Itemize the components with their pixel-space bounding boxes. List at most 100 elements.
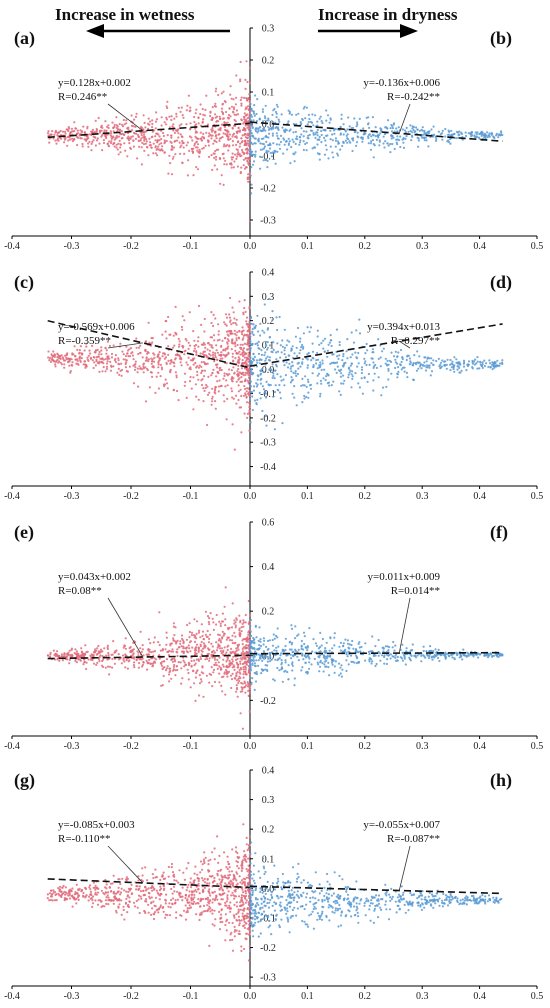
data-point	[87, 145, 90, 148]
data-point	[76, 653, 79, 656]
data-point	[136, 157, 139, 160]
data-point	[288, 112, 291, 115]
data-point	[183, 372, 187, 375]
data-point	[118, 122, 121, 126]
data-point	[119, 143, 122, 146]
data-point	[222, 377, 225, 380]
data-point	[146, 352, 149, 355]
data-point	[430, 357, 433, 360]
data-point	[207, 144, 210, 147]
data-point	[249, 322, 252, 325]
data-point	[236, 343, 239, 347]
data-point	[312, 364, 315, 367]
data-point	[423, 139, 426, 142]
data-point	[113, 662, 116, 665]
data-point	[267, 119, 270, 122]
data-point	[210, 321, 213, 325]
data-point	[316, 120, 319, 123]
data-point	[145, 367, 149, 370]
data-point	[194, 699, 197, 703]
data-point	[344, 638, 347, 641]
data-point	[237, 361, 240, 364]
data-point	[224, 354, 227, 357]
data-point	[211, 134, 214, 137]
data-point	[435, 359, 438, 363]
data-point	[222, 152, 225, 155]
data-point	[163, 385, 166, 388]
data-point	[299, 337, 302, 340]
data-point	[255, 636, 258, 639]
data-point	[239, 372, 242, 375]
data-point	[333, 671, 336, 674]
data-point	[210, 130, 214, 133]
data-point	[460, 654, 463, 657]
data-point	[230, 162, 233, 165]
data-point	[266, 166, 269, 169]
data-point	[174, 371, 177, 374]
x-tick-label: -0.2	[123, 741, 139, 752]
data-point	[373, 144, 376, 147]
data-point	[220, 620, 224, 623]
data-point	[230, 166, 233, 169]
data-point	[124, 637, 127, 640]
data-point	[145, 140, 148, 143]
x-tick-label: -0.3	[64, 241, 80, 252]
data-point	[210, 345, 213, 348]
data-point	[123, 644, 126, 647]
data-point	[240, 894, 243, 897]
data-point	[179, 640, 182, 643]
data-point	[250, 141, 253, 145]
data-point	[153, 650, 157, 653]
data-point	[277, 118, 280, 121]
y-tick-label: 0.2	[262, 316, 275, 327]
data-point	[91, 140, 94, 144]
data-point	[267, 150, 270, 153]
data-point	[434, 135, 437, 139]
data-point	[293, 352, 296, 355]
data-point	[255, 359, 258, 362]
data-point	[160, 366, 163, 369]
data-point	[321, 662, 324, 665]
data-point	[250, 681, 253, 684]
data-point	[308, 133, 311, 136]
data-point	[242, 122, 245, 125]
data-point	[323, 663, 326, 666]
data-point	[275, 351, 278, 354]
data-point	[155, 118, 158, 121]
data-point	[250, 315, 253, 319]
data-point	[141, 356, 144, 359]
data-point	[331, 139, 334, 142]
data-point	[316, 134, 319, 137]
data-point	[217, 323, 220, 326]
data-point	[351, 639, 354, 643]
data-point	[248, 429, 251, 432]
data-point	[370, 662, 373, 665]
data-point	[75, 127, 78, 130]
data-point	[213, 152, 216, 155]
data-point	[113, 145, 116, 148]
data-point	[95, 349, 98, 352]
data-point	[353, 117, 356, 120]
data-point	[241, 690, 244, 693]
data-point	[177, 345, 181, 348]
data-point	[490, 133, 493, 136]
data-point	[304, 375, 307, 378]
data-point	[106, 356, 109, 359]
data-point	[144, 340, 148, 343]
data-point	[279, 356, 282, 359]
data-point	[241, 330, 244, 333]
data-point	[251, 677, 254, 680]
data-point	[223, 372, 226, 375]
data-point	[226, 133, 229, 136]
data-point	[275, 649, 278, 652]
data-point	[186, 174, 189, 177]
data-point	[314, 114, 317, 117]
data-point	[52, 889, 55, 892]
data-point	[303, 394, 306, 397]
data-point	[242, 877, 245, 880]
data-point	[235, 130, 238, 133]
data-point	[231, 660, 234, 663]
data-point	[340, 372, 343, 375]
fit-equation: y=-0.136x+0.006	[363, 77, 440, 89]
data-point	[180, 667, 183, 670]
